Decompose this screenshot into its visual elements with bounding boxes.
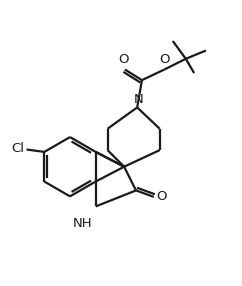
Text: Cl: Cl: [12, 142, 25, 155]
Text: O: O: [159, 53, 170, 66]
Text: O: O: [118, 53, 129, 66]
Text: O: O: [157, 190, 167, 203]
Text: NH: NH: [73, 217, 92, 230]
Text: N: N: [134, 93, 143, 106]
